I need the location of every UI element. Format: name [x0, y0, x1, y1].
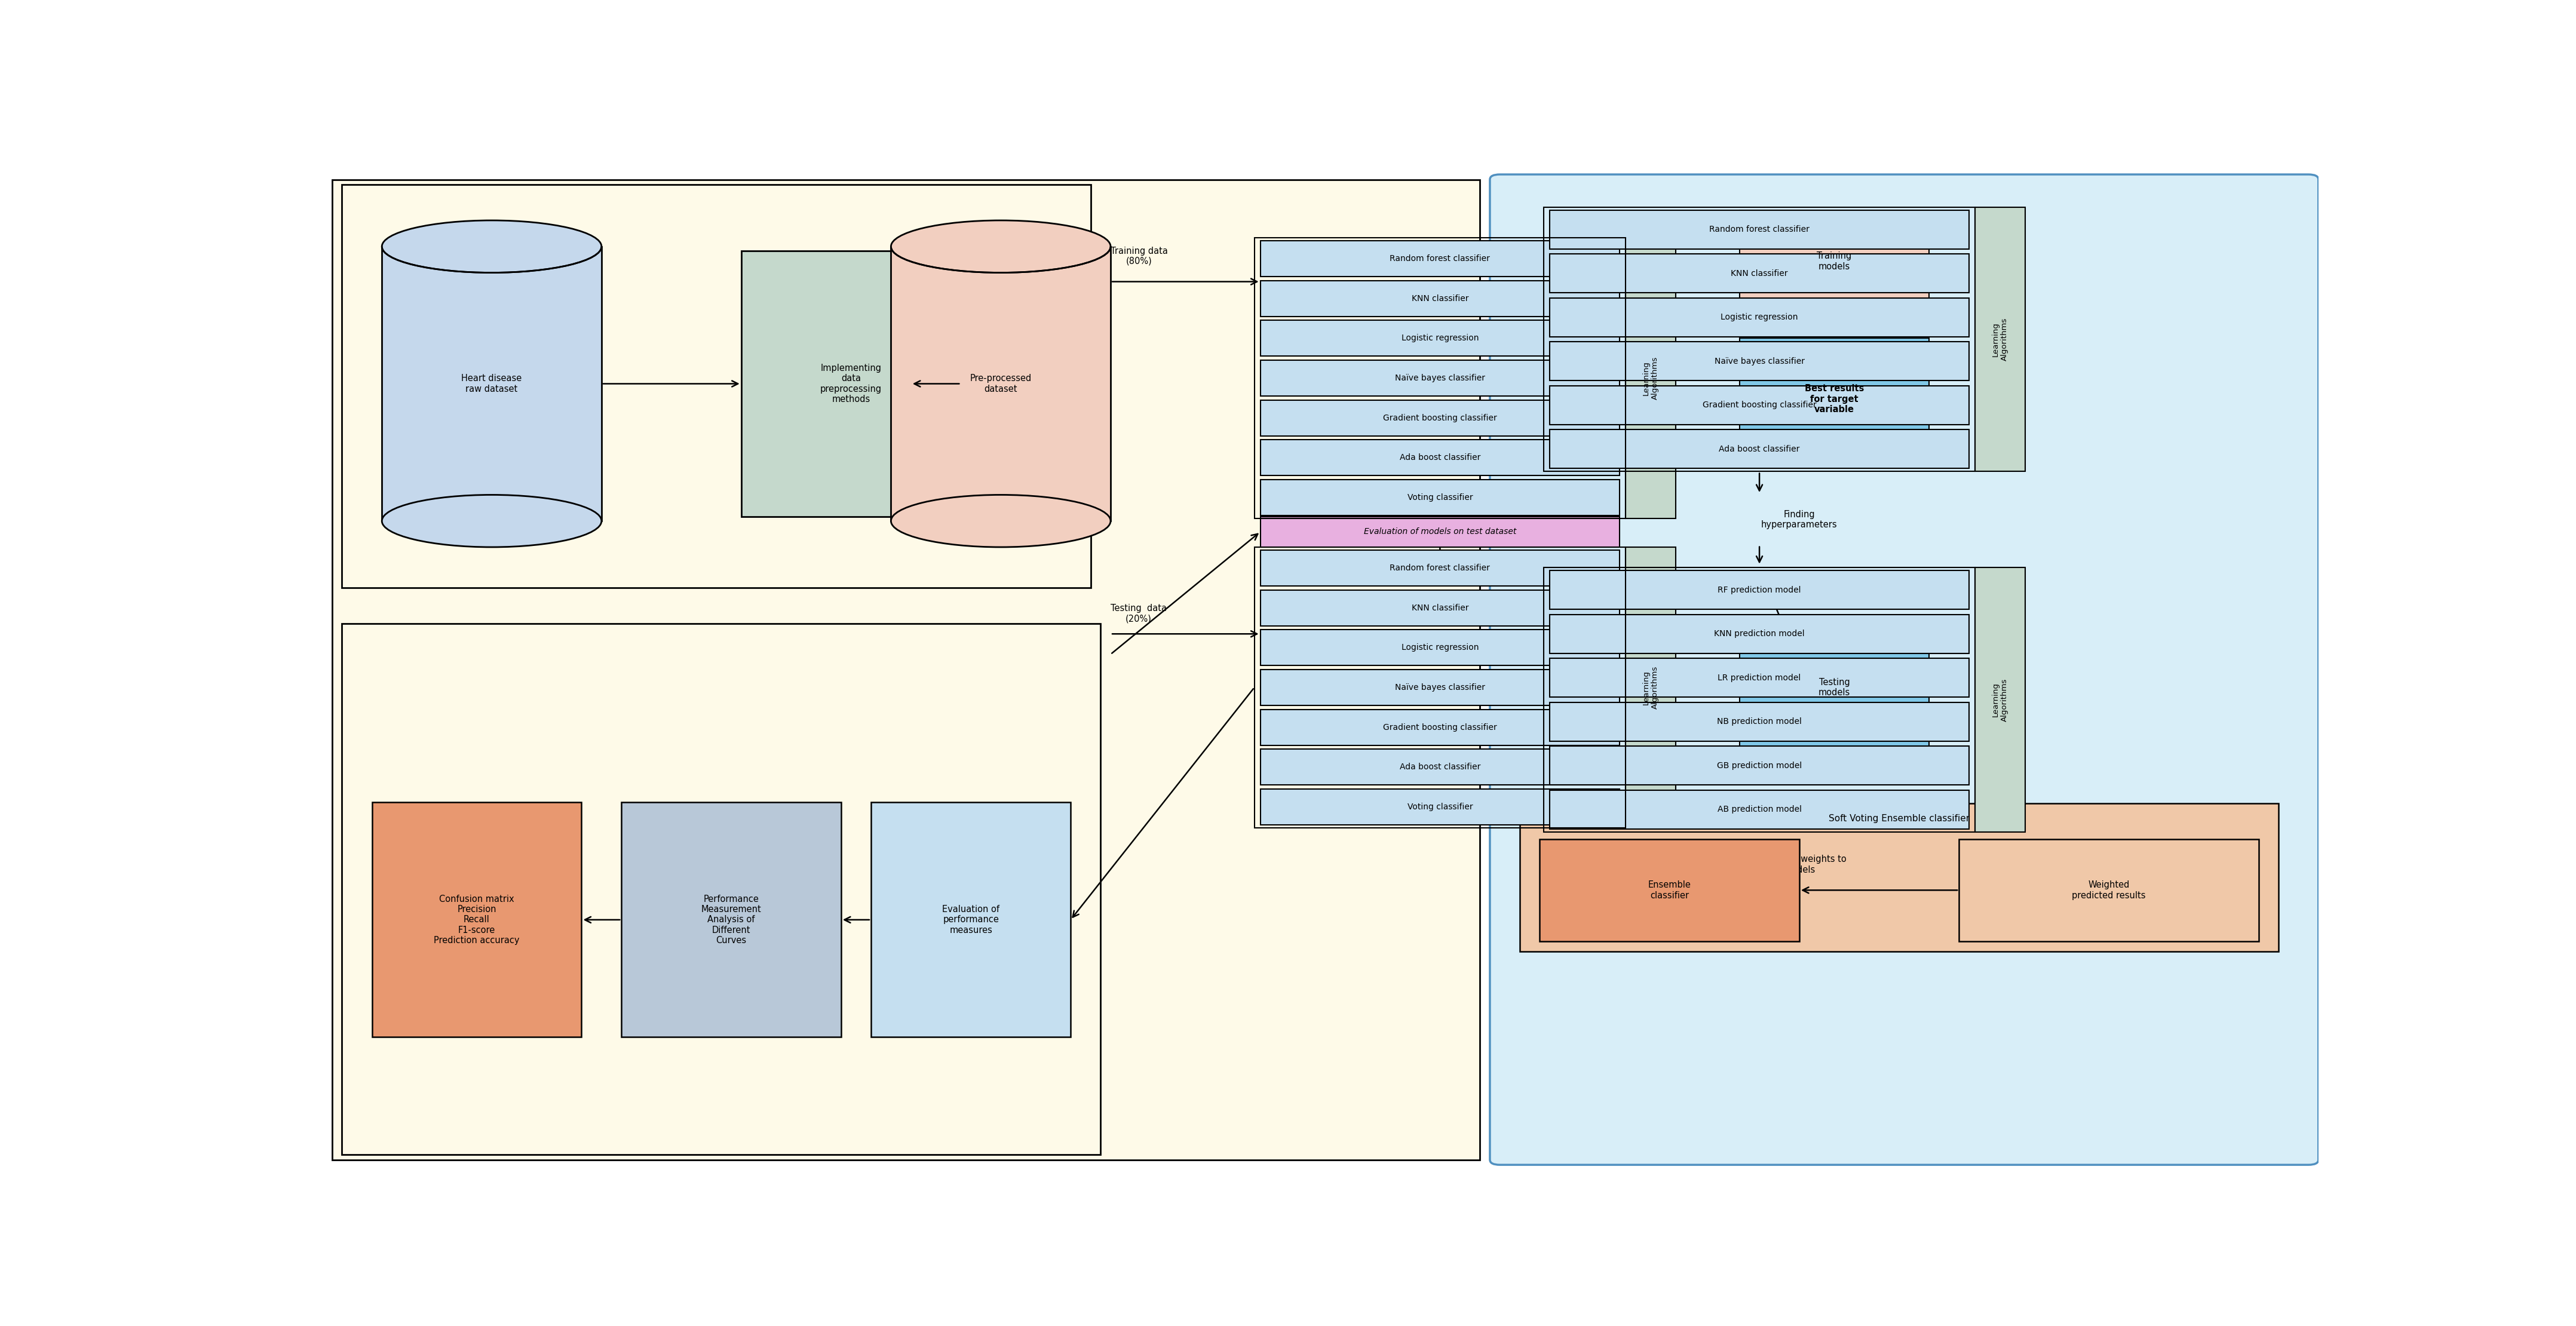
FancyBboxPatch shape [1739, 626, 1929, 749]
FancyBboxPatch shape [1551, 790, 1968, 829]
FancyBboxPatch shape [1551, 614, 1968, 654]
Text: Voting classifier: Voting classifier [1406, 802, 1473, 812]
FancyBboxPatch shape [1260, 789, 1620, 825]
FancyBboxPatch shape [1520, 804, 2277, 952]
FancyBboxPatch shape [1551, 386, 1968, 424]
FancyBboxPatch shape [1551, 703, 1968, 741]
Text: Performance
Measurement
Analysis of
Different
Curves: Performance Measurement Analysis of Diff… [701, 895, 762, 945]
FancyBboxPatch shape [343, 623, 1100, 1155]
FancyBboxPatch shape [332, 179, 1479, 1160]
Text: Pre-processed
dataset: Pre-processed dataset [971, 374, 1030, 394]
Text: GB prediction model: GB prediction model [1718, 761, 1801, 770]
FancyBboxPatch shape [1540, 839, 1798, 941]
FancyBboxPatch shape [1260, 517, 1620, 548]
FancyBboxPatch shape [1551, 211, 1968, 249]
Text: RF prediction model: RF prediction model [1718, 586, 1801, 594]
Text: Logistic regression: Logistic regression [1401, 643, 1479, 652]
Ellipse shape [891, 495, 1110, 548]
FancyBboxPatch shape [1551, 298, 1968, 337]
Text: Weighted
predicted results: Weighted predicted results [2071, 880, 2146, 900]
Ellipse shape [891, 220, 1110, 273]
FancyBboxPatch shape [1260, 630, 1620, 666]
FancyBboxPatch shape [621, 802, 840, 1037]
Text: Best results
for target
variable: Best results for target variable [1806, 385, 1865, 414]
FancyBboxPatch shape [1260, 281, 1620, 317]
Text: Learning
Algorithms: Learning Algorithms [1991, 678, 2009, 721]
Text: Soft Voting Ensemble classifier: Soft Voting Ensemble classifier [1829, 814, 1971, 823]
FancyBboxPatch shape [1489, 175, 2318, 1164]
FancyBboxPatch shape [381, 247, 600, 521]
Text: NB prediction model: NB prediction model [1718, 717, 1801, 725]
Text: Logistic regression: Logistic regression [1721, 313, 1798, 322]
Ellipse shape [381, 220, 600, 273]
Text: KNN classifier: KNN classifier [1412, 603, 1468, 613]
FancyBboxPatch shape [1260, 241, 1620, 277]
Text: Learning
Algorithms: Learning Algorithms [1643, 357, 1659, 399]
Text: Implementing
data
preprocessing
methods: Implementing data preprocessing methods [819, 363, 881, 404]
Text: Assigning  weights to
models: Assigning weights to models [1752, 855, 1847, 874]
FancyBboxPatch shape [1958, 839, 2259, 941]
Text: Ensemble
classifier: Ensemble classifier [1649, 880, 1690, 900]
FancyBboxPatch shape [1260, 749, 1620, 785]
FancyBboxPatch shape [1551, 342, 1968, 381]
Text: Random forest classifier: Random forest classifier [1710, 225, 1808, 233]
Text: Confusion matrix
Precision
Recall
F1-score
Prediction accuracy: Confusion matrix Precision Recall F1-sco… [433, 895, 520, 945]
Text: Ada boost classifier: Ada boost classifier [1718, 446, 1801, 453]
Text: Gradient boosting classifier: Gradient boosting classifier [1383, 414, 1497, 422]
FancyBboxPatch shape [1260, 440, 1620, 476]
Text: Ada boost classifier: Ada boost classifier [1399, 762, 1481, 772]
FancyBboxPatch shape [891, 247, 1110, 521]
FancyBboxPatch shape [1260, 590, 1620, 626]
FancyBboxPatch shape [343, 184, 1090, 587]
FancyBboxPatch shape [1260, 321, 1620, 357]
Text: Gradient boosting classifier: Gradient boosting classifier [1703, 400, 1816, 410]
FancyBboxPatch shape [371, 802, 582, 1037]
Text: Ada boost classifier: Ada boost classifier [1399, 453, 1481, 461]
Text: Gradient boosting classifier: Gradient boosting classifier [1383, 723, 1497, 732]
FancyBboxPatch shape [1739, 338, 1929, 460]
Text: Naïve bayes classifier: Naïve bayes classifier [1394, 683, 1486, 692]
FancyBboxPatch shape [1551, 255, 1968, 293]
Text: Evaluation of
performance
measures: Evaluation of performance measures [943, 904, 999, 935]
Text: Voting classifier: Voting classifier [1406, 493, 1473, 501]
FancyBboxPatch shape [1739, 211, 1929, 313]
Text: Random forest classifier: Random forest classifier [1391, 564, 1489, 573]
Text: Learning
Algorithms: Learning Algorithms [1991, 318, 2009, 361]
FancyBboxPatch shape [1625, 237, 1674, 518]
FancyBboxPatch shape [1551, 747, 1968, 785]
Text: Training data
(80%): Training data (80%) [1110, 247, 1167, 265]
FancyBboxPatch shape [1625, 548, 1674, 827]
Text: Naïve bayes classifier: Naïve bayes classifier [1394, 374, 1486, 382]
Text: AB prediction model: AB prediction model [1718, 805, 1801, 814]
FancyBboxPatch shape [1260, 670, 1620, 705]
FancyBboxPatch shape [1260, 400, 1620, 436]
FancyBboxPatch shape [1551, 659, 1968, 697]
FancyBboxPatch shape [1976, 568, 2025, 831]
Text: Logistic regression: Logistic regression [1401, 334, 1479, 342]
Text: Learning
Algorithms: Learning Algorithms [1643, 666, 1659, 709]
FancyBboxPatch shape [871, 802, 1072, 1037]
Ellipse shape [381, 495, 600, 548]
Text: Naïve bayes classifier: Naïve bayes classifier [1713, 357, 1806, 366]
FancyBboxPatch shape [1260, 361, 1620, 396]
Text: KNN classifier: KNN classifier [1731, 269, 1788, 277]
FancyBboxPatch shape [1551, 430, 1968, 468]
Text: Testing
models: Testing models [1819, 678, 1850, 697]
FancyBboxPatch shape [1260, 709, 1620, 745]
Text: Heart disease
raw dataset: Heart disease raw dataset [461, 374, 523, 394]
Text: Testing  data
(20%): Testing data (20%) [1110, 603, 1167, 623]
Text: KNN classifier: KNN classifier [1412, 294, 1468, 302]
FancyBboxPatch shape [742, 251, 961, 517]
Text: KNN prediction model: KNN prediction model [1713, 630, 1806, 638]
FancyBboxPatch shape [1260, 550, 1620, 586]
FancyBboxPatch shape [1260, 480, 1620, 516]
FancyBboxPatch shape [1551, 570, 1968, 610]
Text: Finding
hyperparameters: Finding hyperparameters [1762, 511, 1837, 529]
Text: Evaluation of models on test dataset: Evaluation of models on test dataset [1363, 528, 1517, 536]
Text: Random forest classifier: Random forest classifier [1391, 255, 1489, 263]
Text: Training
models: Training models [1816, 252, 1852, 271]
FancyBboxPatch shape [1976, 207, 2025, 472]
Text: LR prediction model: LR prediction model [1718, 674, 1801, 682]
